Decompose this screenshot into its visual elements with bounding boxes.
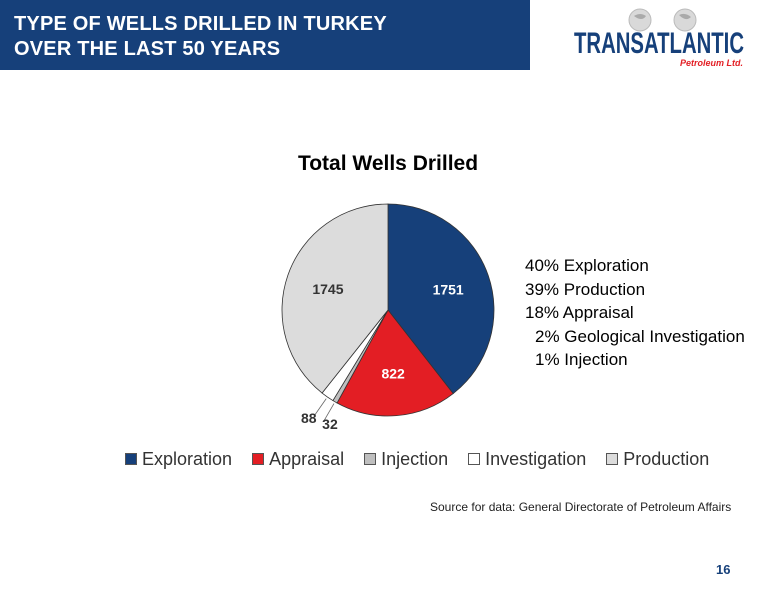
legend-item-exploration: Exploration <box>125 449 232 470</box>
data-label-production: 1745 <box>312 281 343 297</box>
pie-slice-appraisal <box>336 309 454 417</box>
leader-line-injection <box>323 403 335 422</box>
data-label-appraisal: 822 <box>381 365 405 381</box>
note-production: 39% Production <box>525 279 646 299</box>
data-label-injection: 32 <box>322 416 338 432</box>
globe-icon <box>628 8 697 32</box>
leader-line-investigation <box>314 398 327 416</box>
page-number: 16 <box>716 562 731 577</box>
legend-swatch-investigation <box>468 453 481 465</box>
note-geological-investigation: 2% Geological Investigation <box>535 326 745 346</box>
chart-legend: Exploration Appraisal Injection Investig… <box>125 448 729 470</box>
legend-label-exploration: Exploration <box>142 448 233 469</box>
slide-title-line-2: OVER THE LAST 50 YEARS <box>14 38 281 60</box>
legend-item-production: Production <box>606 449 709 470</box>
company-logo: TRANSATLANTIC Petroleum Ltd. <box>574 8 744 68</box>
slide-title: TYPE OF WELLS DRILLED IN TURKEY OVER THE… <box>14 12 387 62</box>
logo-text: TRANSATLANTIC <box>574 27 744 60</box>
slide-title-line-1: TYPE OF WELLS DRILLED IN TURKEY <box>14 13 387 35</box>
legend-swatch-exploration <box>125 453 137 465</box>
legend-item-injection: Injection <box>364 449 448 470</box>
note-exploration: 40% Exploration <box>525 256 649 275</box>
pie-slice-exploration <box>387 203 495 395</box>
note-appraisal: 18% Appraisal <box>525 303 634 322</box>
legend-swatch-appraisal <box>252 453 265 465</box>
data-label-investigation: 88 <box>301 410 317 426</box>
data-label-exploration: 1751 <box>433 281 464 297</box>
percentage-notes: 40% Exploration 39% Production 18% Appra… <box>525 254 745 372</box>
legend-label-production: Production <box>623 448 710 469</box>
chart-title: Total Wells Drilled <box>297 152 479 175</box>
legend-swatch-injection <box>364 453 377 465</box>
legend-item-appraisal: Appraisal <box>252 449 344 470</box>
note-injection: 1% Injection <box>535 350 628 369</box>
legend-label-investigation: Investigation <box>485 448 587 469</box>
legend-item-investigation: Investigation <box>468 449 586 470</box>
pie-slice-production <box>281 203 389 394</box>
source-note: Source for data: General Directorate of … <box>430 500 732 514</box>
legend-swatch-production <box>606 453 619 465</box>
legend-label-injection: Injection <box>381 448 449 469</box>
logo-subtext: Petroleum Ltd. <box>680 58 743 68</box>
legend-label-appraisal: Appraisal <box>269 448 345 469</box>
header-bar: TYPE OF WELLS DRILLED IN TURKEY OVER THE… <box>0 0 530 70</box>
